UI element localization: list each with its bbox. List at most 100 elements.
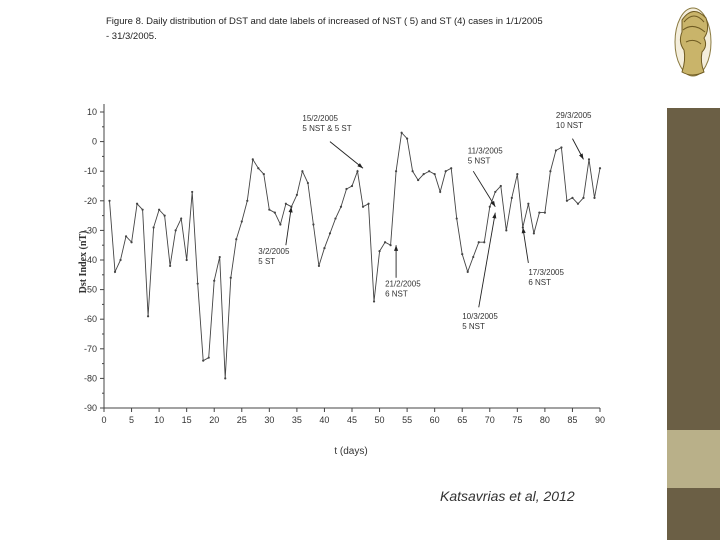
annotation-arrowhead: [579, 153, 584, 160]
data-point: [576, 202, 580, 205]
annotation-arrowhead: [394, 245, 399, 251]
data-point: [532, 232, 535, 235]
annotation-arrow: [522, 227, 529, 264]
dst-line-chart: 10 0 -10 -20 -30 -40 -50 -60 -70 -80 -90 0 5 10 15 20 25…: [78, 104, 605, 457]
annotation-arrow: [478, 212, 496, 308]
annotation-arrowhead: [357, 163, 364, 169]
data-point: [284, 202, 287, 205]
y-tick-label: -80: [84, 373, 97, 383]
x-tick-label: 65: [457, 415, 467, 425]
data-point: [461, 252, 464, 256]
data-point: [516, 173, 519, 176]
annotation-arrow: [472, 170, 496, 207]
data-point: [229, 276, 232, 279]
x-tick-label: 75: [512, 415, 522, 425]
data-point: [499, 184, 502, 188]
data-point: [312, 223, 315, 226]
annotation-date: 21/2/2005: [385, 280, 421, 289]
data-point: [113, 270, 117, 273]
y-tick-label: -70: [84, 344, 97, 354]
data-point: [554, 149, 558, 152]
data-point: [169, 264, 172, 268]
data-point: [185, 258, 188, 262]
y-tick-label: -20: [84, 196, 97, 206]
annotation-arrow: [329, 141, 364, 169]
data-point: [361, 205, 365, 208]
x-tick-label: 20: [209, 415, 219, 425]
data-point: [135, 202, 139, 205]
dst-series-line: [109, 131, 601, 379]
data-point: [543, 211, 546, 214]
data-point: [345, 187, 348, 191]
y-tick-label: 10: [87, 107, 97, 117]
x-tick-label: 70: [485, 415, 495, 425]
data-point: [598, 167, 602, 170]
x-tick-label: 35: [292, 415, 302, 425]
data-point: [400, 131, 403, 134]
data-point: [202, 359, 205, 362]
citation-credit: Katsavrias et al, 2012: [440, 488, 575, 504]
data-point: [565, 199, 569, 202]
data-point: [433, 173, 436, 176]
data-point: [224, 377, 227, 380]
y-axis-label: Dst Index (nT): [78, 231, 89, 294]
data-point: [549, 170, 552, 173]
data-point: [174, 229, 177, 232]
data-point: [262, 173, 265, 176]
data-point: [323, 247, 326, 250]
figure-caption: Figure 8. Daily distribution of DST and …: [106, 16, 543, 42]
data-point: [450, 167, 453, 170]
annotation-date: 10/3/2005: [462, 312, 498, 321]
data-point: [301, 170, 304, 173]
data-point: [587, 158, 591, 161]
data-point: [257, 167, 260, 170]
data-point: [130, 241, 133, 244]
annotation-count: 5 ST: [258, 257, 275, 266]
annotation-date: 3/2/2005: [258, 247, 290, 256]
data-point: [141, 208, 144, 211]
data-point: [218, 255, 221, 259]
x-tick-label: 90: [595, 415, 605, 425]
data-point: [383, 241, 387, 244]
data-point: [439, 190, 442, 194]
data-point: [494, 190, 497, 194]
data-point: [251, 158, 254, 161]
data-point: [593, 196, 596, 199]
data-point: [510, 196, 513, 199]
data-point: [472, 255, 475, 259]
data-point: [108, 199, 111, 202]
data-point: [378, 250, 381, 253]
data-point: [417, 178, 420, 182]
data-point: [477, 241, 480, 244]
data-point: [235, 238, 238, 241]
classical-bust-logo-icon: [674, 7, 712, 77]
data-point: [422, 173, 425, 176]
y-tick-label: 0: [92, 137, 97, 147]
data-point: [488, 205, 491, 208]
y-tick-label: -30: [84, 225, 97, 235]
data-point: [411, 170, 414, 173]
data-point: [339, 205, 343, 208]
data-point: [394, 170, 398, 173]
band-light-block: [667, 430, 720, 488]
data-point: [372, 300, 376, 303]
annotation-arrow: [285, 206, 292, 246]
data-point: [119, 258, 122, 262]
x-tick-label: 0: [101, 415, 106, 425]
data-point: [246, 199, 249, 202]
data-point: [191, 190, 194, 194]
data-point: [240, 220, 243, 223]
y-tick-label: -50: [84, 285, 97, 295]
data-point: [505, 229, 508, 232]
annotation-arrowhead: [492, 212, 497, 219]
data-point: [152, 226, 155, 229]
data-point: [306, 181, 310, 185]
x-tick-label: 80: [540, 415, 550, 425]
annotation-count: 10 NST: [556, 121, 583, 130]
data-point: [428, 170, 431, 173]
data-point: [279, 223, 282, 226]
data-point: [180, 217, 183, 220]
annotation-count: 5 NST: [468, 156, 491, 165]
annotation-date: 29/3/2005: [556, 111, 592, 120]
data-point: [295, 193, 298, 196]
